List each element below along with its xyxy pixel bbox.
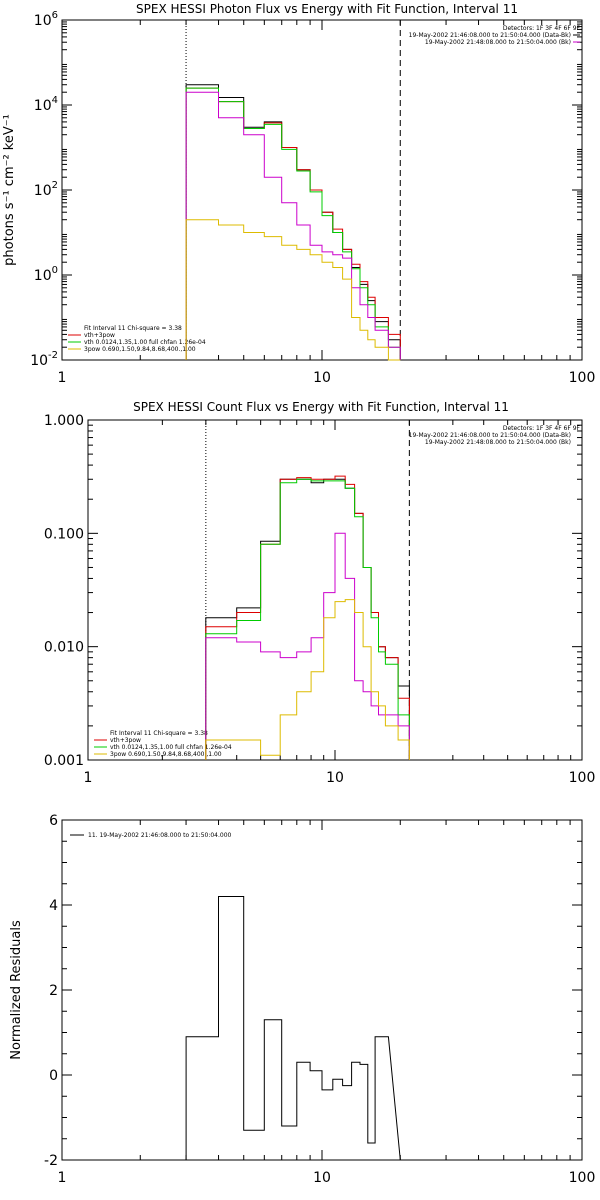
count-flux-y-tick-label: 0.001 xyxy=(44,753,84,769)
count-flux-series-4 xyxy=(205,599,410,760)
photon-flux-legend-line: Fit Interval 11 Chi-square = 3.38 xyxy=(84,325,182,332)
residuals-legend-line: 11. 19-May-2002 21:46:08.000 to 21:50:04… xyxy=(88,832,232,839)
count-flux-legend-line: vth+3pow xyxy=(110,737,141,744)
photon-flux-x-tick-label: 1 xyxy=(58,370,67,386)
count-flux-x-tick-label: 10 xyxy=(326,770,344,786)
residuals-x-tick-label: 1 xyxy=(58,1170,67,1186)
count-flux-y-tick-label: 0.100 xyxy=(44,526,84,542)
residuals-y-tick-label: 0 xyxy=(49,1068,58,1084)
residuals-x-tick-label: 10 xyxy=(313,1170,331,1186)
count-flux-header-line: 19-May-2002 21:48:08.000 to 21:50:04.000… xyxy=(425,439,571,446)
residuals-ylabel: Normalized Residuals xyxy=(9,920,24,1060)
photon-flux-header-line: 19-May-2002 21:48:08.000 to 21:50:04.000… xyxy=(425,39,571,46)
count-flux-x-tick-label: 100 xyxy=(569,770,596,786)
count-flux-legend-line: Fit Interval 11 Chi-square = 3.38 xyxy=(110,730,208,737)
photon-flux-series-4 xyxy=(185,219,401,361)
photon-flux-ylabel: photons s⁻¹ cm⁻² keV⁻¹ xyxy=(2,114,17,266)
photon-flux-title: SPEX HESSI Photon Flux vs Energy with Fi… xyxy=(136,2,518,16)
photon-flux-y-tick-label: 106 xyxy=(34,10,58,29)
count-flux-series-2 xyxy=(205,478,410,760)
residuals-y-tick-label: 4 xyxy=(49,898,58,914)
count-flux-y-tick-label: 1.000 xyxy=(44,413,84,429)
photon-flux-y-tick-label: 10-2 xyxy=(30,350,58,369)
photon-flux-header-line: Detectors: 1F 3F 4F 6F 9F xyxy=(503,25,581,32)
residuals-panel: Normalized Residuals 11. 19-May-2002 21:… xyxy=(9,813,595,1186)
photon-flux-series-3 xyxy=(185,91,401,360)
residuals-y-tick-label: -2 xyxy=(44,1153,58,1169)
count-flux-title: SPEX HESSI Count Flux vs Energy with Fit… xyxy=(133,400,509,414)
photon-flux-y-tick-label: 102 xyxy=(34,180,58,199)
photon-flux-x-tick-label: 100 xyxy=(569,370,596,386)
photon-flux-series-2 xyxy=(185,87,401,360)
residuals-y-tick-label: 6 xyxy=(49,813,58,829)
photon-flux-legend-line: vth 0.0124,1.35,1.00 full chfan 1.26e-04 xyxy=(84,339,206,346)
photon-flux-y-tick-label: 104 xyxy=(34,95,58,114)
count-flux-header-line: 19-May-2002 21:46:08.000 to 21:50:04.000… xyxy=(409,432,571,439)
count-flux-legend-line: 3pow 0.690,1.50,9.84,8.68,400.,1.00 xyxy=(110,751,222,758)
count-flux-panel: SPEX HESSI Count Flux vs Energy with Fit… xyxy=(44,34,596,786)
photon-flux-panel: SPEX HESSI Photon Flux vs Energy with Fi… xyxy=(2,2,595,386)
photon-flux-header-line: 19-May-2002 21:46:08.000 to 21:50:04.000… xyxy=(409,32,571,39)
photon-flux-x-tick-label: 10 xyxy=(313,370,331,386)
residuals-x-tick-label: 100 xyxy=(569,1170,596,1186)
count-flux-x-tick-label: 1 xyxy=(84,770,93,786)
count-flux-y-tick-label: 0.010 xyxy=(44,640,84,656)
photon-flux-y-tick-label: 100 xyxy=(34,265,58,284)
residuals-y-tick-label: 2 xyxy=(49,983,58,999)
count-flux-header-line: Detectors: 1F 3F 4F 6F 9F xyxy=(503,425,581,432)
residuals-plot-frame xyxy=(61,819,583,1161)
photon-flux-legend-line: 3pow 0.690,1.50,9.84,8.68,400.,1.00 xyxy=(84,346,196,353)
residuals-series-0 xyxy=(185,896,401,1161)
count-flux-legend-line: vth 0.0124,1.35,1.00 full chfan 1.26e-04 xyxy=(110,744,232,751)
count-flux-series-3 xyxy=(205,532,410,760)
photon-flux-legend-line: vth+3pow xyxy=(84,332,115,339)
